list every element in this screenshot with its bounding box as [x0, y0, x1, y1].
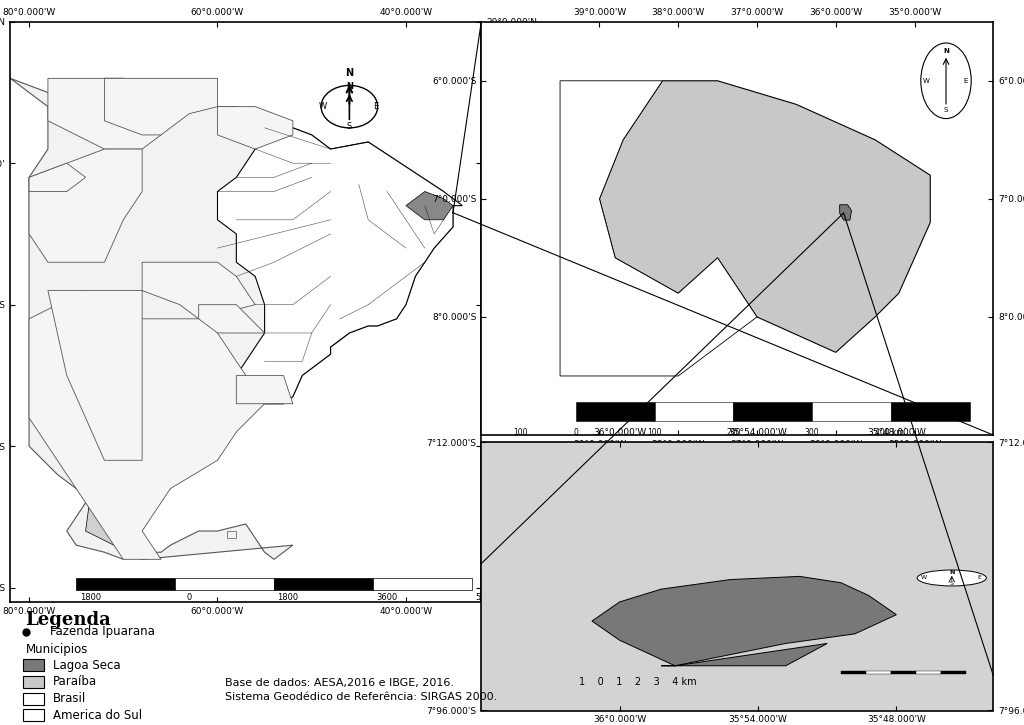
- Polygon shape: [10, 78, 453, 559]
- Text: 100: 100: [513, 428, 528, 437]
- Polygon shape: [48, 291, 142, 460]
- Bar: [23, 659, 44, 671]
- Polygon shape: [199, 304, 264, 333]
- Polygon shape: [406, 191, 453, 220]
- Text: N: N: [949, 570, 954, 575]
- Text: 200: 200: [726, 428, 740, 437]
- Bar: [891, 671, 915, 674]
- Text: E: E: [373, 102, 379, 111]
- Bar: [23, 710, 44, 721]
- Bar: [841, 671, 866, 674]
- Text: 0: 0: [573, 428, 579, 437]
- Polygon shape: [86, 460, 142, 559]
- Text: W: W: [318, 102, 327, 111]
- Circle shape: [322, 86, 378, 128]
- Text: 300: 300: [805, 428, 819, 437]
- Polygon shape: [48, 78, 161, 149]
- Text: 7200 km: 7200 km: [566, 592, 603, 602]
- Circle shape: [918, 570, 986, 586]
- Bar: [76, 579, 175, 589]
- Polygon shape: [29, 149, 142, 262]
- Bar: [274, 579, 373, 589]
- Text: 0: 0: [186, 592, 191, 602]
- Text: 100: 100: [647, 428, 662, 437]
- Text: Paraíba: Paraíba: [53, 676, 97, 689]
- Text: 400 km`: 400 km`: [874, 428, 907, 437]
- Bar: [866, 671, 891, 674]
- Bar: [891, 402, 970, 420]
- Bar: [654, 402, 733, 420]
- Text: S: S: [347, 122, 352, 131]
- Polygon shape: [217, 107, 293, 149]
- Text: S: S: [944, 107, 948, 113]
- Polygon shape: [237, 376, 293, 404]
- Bar: [23, 676, 44, 688]
- Polygon shape: [29, 291, 264, 559]
- Bar: [915, 671, 941, 674]
- Bar: [373, 579, 472, 589]
- Text: Lagoa Seca: Lagoa Seca: [53, 659, 121, 671]
- Bar: [733, 402, 812, 420]
- Text: Base de dados: AESA,2016 e IBGE, 2016.
Sistema Geodédico de Referência: SIRGAS 2: Base de dados: AESA,2016 e IBGE, 2016. S…: [225, 678, 498, 702]
- Text: W: W: [923, 78, 930, 84]
- Bar: [575, 402, 654, 420]
- Circle shape: [921, 43, 971, 119]
- Text: 1800: 1800: [278, 592, 299, 602]
- Polygon shape: [560, 80, 757, 376]
- Text: 5400: 5400: [475, 592, 497, 602]
- Text: 1800: 1800: [80, 592, 101, 602]
- Text: Fazenda Ipuarana: Fazenda Ipuarana: [50, 625, 155, 638]
- Bar: [175, 579, 274, 589]
- Text: W: W: [921, 576, 927, 581]
- Polygon shape: [104, 78, 217, 135]
- Polygon shape: [29, 163, 86, 191]
- Text: America do Sul: America do Sul: [53, 709, 142, 722]
- Bar: [812, 402, 891, 420]
- Text: N: N: [943, 49, 949, 54]
- Polygon shape: [142, 262, 255, 319]
- Polygon shape: [599, 80, 930, 352]
- Text: Legenda: Legenda: [26, 611, 112, 629]
- Text: N: N: [345, 68, 353, 78]
- Text: Municipios: Municipios: [26, 643, 88, 656]
- Text: 1    0    1    2    3    4 km: 1 0 1 2 3 4 km: [579, 677, 696, 687]
- Bar: [23, 692, 44, 705]
- Text: S: S: [950, 581, 953, 587]
- Polygon shape: [662, 643, 827, 666]
- Text: E: E: [978, 576, 981, 581]
- Text: Brasil: Brasil: [53, 692, 86, 705]
- Bar: [941, 671, 966, 674]
- Polygon shape: [592, 576, 896, 666]
- Polygon shape: [217, 128, 463, 404]
- Text: E: E: [964, 78, 968, 84]
- Polygon shape: [227, 531, 237, 538]
- Text: 3600: 3600: [377, 592, 397, 602]
- Text: N: N: [346, 83, 353, 91]
- Polygon shape: [840, 204, 852, 220]
